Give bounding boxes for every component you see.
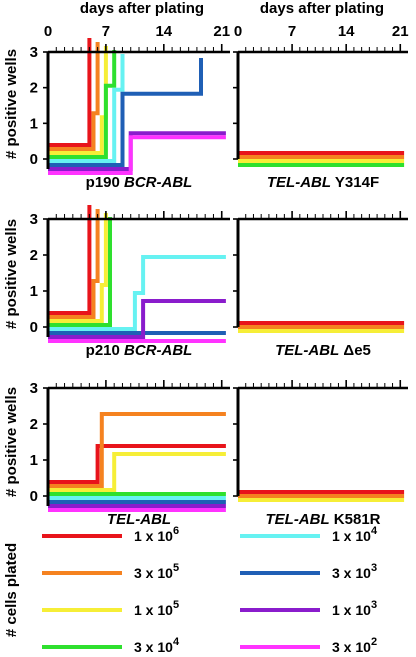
series-line-4	[48, 50, 117, 159]
y-tick-label: 2	[30, 80, 38, 97]
legend-label: 3 x 103	[332, 562, 377, 581]
legend-item-1: 1 x 106	[42, 525, 179, 544]
panel-1: 0 7 14 21 0 1 2 3 p190 BCR-ABL	[30, 23, 230, 191]
panel-title-part: K581R	[330, 511, 381, 528]
legend-item-2: 3 x 105	[42, 562, 179, 581]
panel-6: TEL-ABL K581R	[233, 380, 408, 528]
panel-title-part: TEL-ABL	[107, 511, 171, 528]
legend-label: 1 x 104	[332, 525, 378, 544]
panel-title-part: p190	[86, 174, 124, 191]
panel-title: TEL-ABL Y314F	[267, 174, 379, 191]
legend-item-8: 3 x 102	[240, 636, 377, 655]
legend-exponent: 4	[371, 525, 378, 537]
legend-label: 1 x 106	[134, 525, 179, 544]
y-tick-label: 2	[30, 416, 38, 433]
legend: 1 x 106 3 x 105 1 x 105 3 x 104 1 x 104 3 x 1…	[42, 525, 378, 655]
legend-exponent: 3	[371, 599, 377, 611]
y-tick-label: 0	[30, 488, 38, 505]
legend-label: 1 x 105	[134, 599, 179, 618]
series-line-2	[48, 209, 100, 319]
panel-title: p190 BCR-ABL	[86, 174, 193, 191]
panel-title-part: Δe5	[339, 342, 371, 359]
series-line-8	[48, 135, 226, 175]
legend-item-6: 3 x 103	[240, 562, 377, 581]
panel-title: TEL-ABL K581R	[265, 511, 380, 528]
panel-title-part: p210	[86, 342, 124, 359]
y-tick-label: 1	[30, 452, 38, 469]
legend-exponent: 3	[371, 562, 377, 574]
panel-title-part: BCR-ABL	[124, 174, 192, 191]
y-axis-title-bottom: # positive wells	[3, 387, 20, 497]
y-tick-label: 3	[30, 44, 38, 61]
series-line-1	[48, 38, 92, 147]
panel-2: 0 7 14 21 TEL-ABL Y314F	[233, 23, 409, 191]
legend-exponent: 5	[173, 599, 179, 611]
y-tick-label: 3	[30, 380, 38, 397]
panel-title: TEL-ABL	[107, 511, 171, 528]
legend-exponent: 5	[173, 562, 179, 574]
x-tick-label: 0	[44, 23, 52, 40]
y-tick-label: 0	[30, 151, 38, 168]
legend-title: # cells plated	[3, 543, 20, 637]
legend-item-7: 1 x 103	[240, 599, 377, 618]
series-line-4	[48, 217, 112, 327]
x-axis-title-right: days after plating	[260, 0, 384, 17]
panel-title: p210 BCR-ABL	[86, 342, 193, 359]
legend-label: 1 x 103	[332, 599, 377, 618]
x-tick-label: 7	[288, 23, 296, 40]
panel-3: 0 1 2 3 p210 BCR-ABL	[30, 205, 230, 359]
panel-title-part: TEL-ABL	[267, 174, 331, 191]
legend-label: 3 x 104	[134, 636, 180, 655]
legend-label: 3 x 105	[134, 562, 179, 581]
y-axis-title-top: # positive wells	[3, 49, 20, 159]
series-line-1	[48, 444, 226, 484]
legend-exponent: 4	[173, 636, 180, 648]
series-line-3	[48, 452, 226, 492]
series-line-3	[48, 213, 108, 323]
series-line-6	[48, 58, 203, 167]
panel-title-part: BCR-ABL	[124, 342, 192, 359]
legend-exponent: 6	[173, 525, 179, 537]
x-tick-label: 14	[155, 23, 172, 40]
panel-title: TEL-ABL Δe5	[275, 342, 371, 359]
x-tick-label: 0	[234, 23, 242, 40]
panel-title-part: TEL-ABL	[265, 511, 329, 528]
panel-4: TEL-ABL Δe5	[233, 211, 408, 359]
series-line-2	[48, 42, 100, 151]
x-tick-label: 7	[102, 23, 110, 40]
x-tick-label: 21	[213, 23, 230, 40]
legend-exponent: 2	[371, 636, 377, 648]
series-line-7	[48, 299, 226, 339]
x-axis-title-left: days after plating	[80, 0, 204, 17]
y-tick-label: 1	[30, 115, 38, 132]
y-axis-title-middle: # positive wells	[3, 219, 20, 329]
x-tick-label: 21	[392, 23, 409, 40]
series-line-2	[48, 412, 226, 488]
series-line-5	[48, 255, 226, 331]
x-tick-label: 14	[338, 23, 355, 40]
legend-label: 3 x 102	[332, 636, 377, 655]
series-line-5	[48, 54, 125, 163]
y-tick-label: 3	[30, 211, 38, 228]
panel-title-part: TEL-ABL	[275, 342, 339, 359]
y-tick-label: 1	[30, 283, 38, 300]
legend-item-3: 1 x 105	[42, 599, 179, 618]
y-tick-label: 2	[30, 247, 38, 264]
legend-item-5: 1 x 104	[240, 525, 378, 544]
y-tick-label: 0	[30, 319, 38, 336]
legend-item-4: 3 x 104	[42, 636, 180, 655]
panel-title-part: Y314F	[331, 174, 379, 191]
panel-5: 0 1 2 3 TEL-ABL	[30, 380, 230, 528]
series-line-1	[48, 205, 92, 315]
